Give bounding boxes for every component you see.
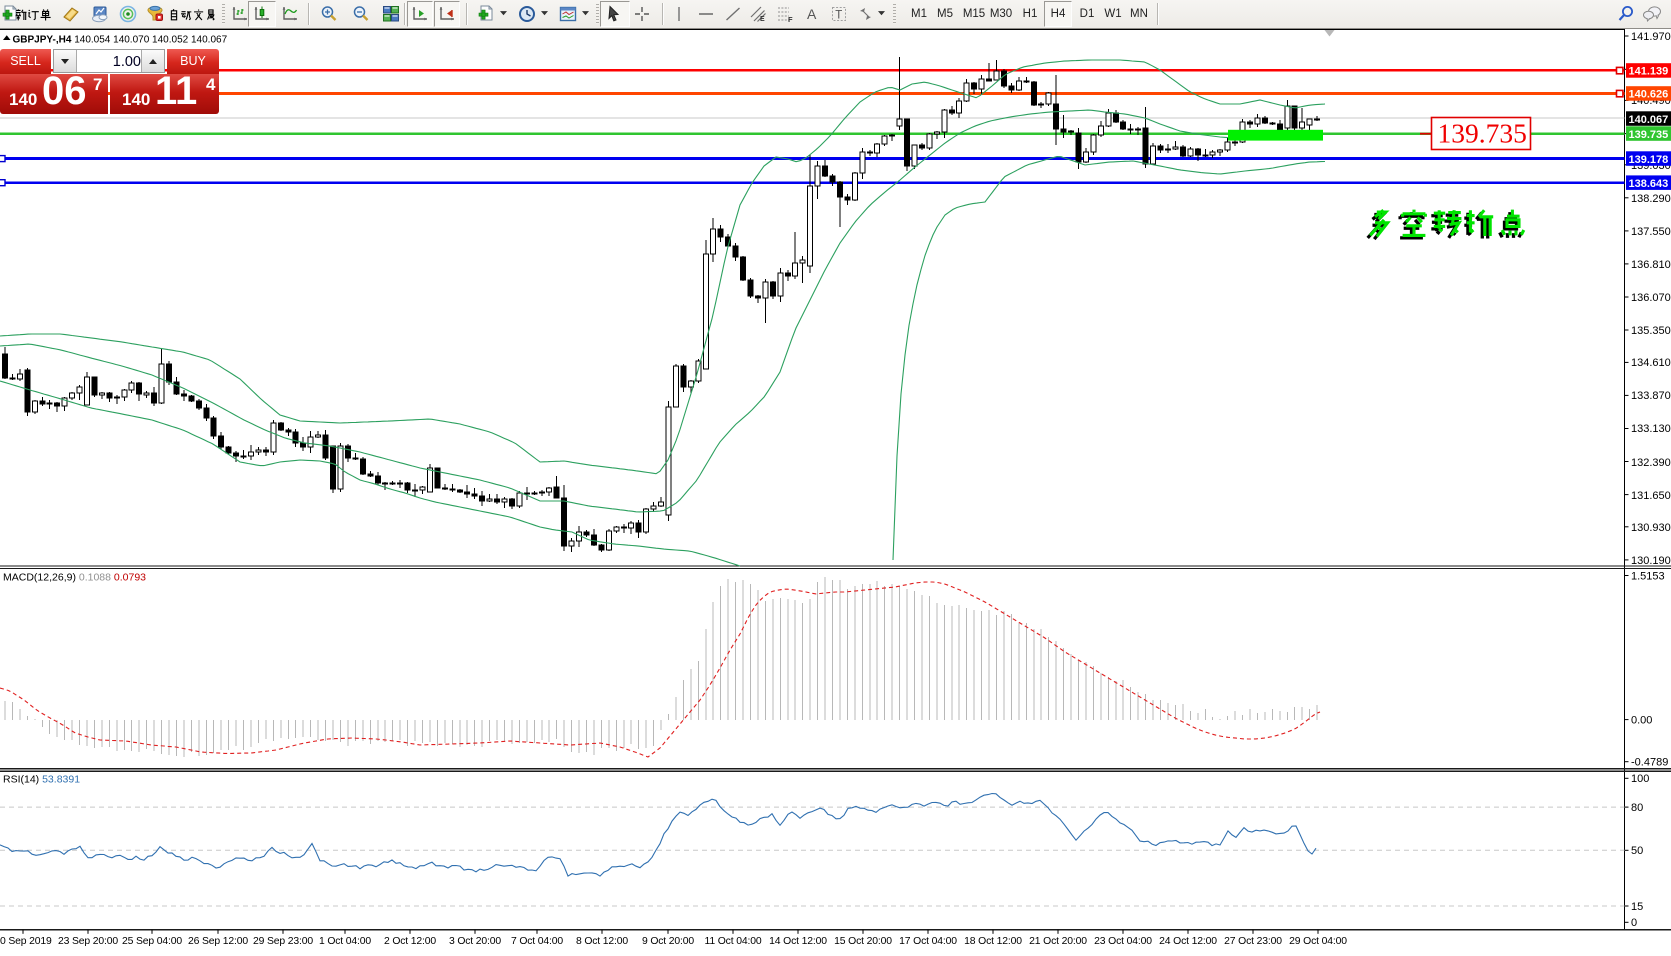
svg-text:50: 50 (1631, 845, 1643, 857)
svg-text:23 Sep 20:00: 23 Sep 20:00 (58, 936, 118, 947)
svg-text:139.735: 139.735 (1438, 118, 1527, 149)
svg-text:15: 15 (1631, 901, 1643, 913)
svg-text:141.139: 141.139 (1629, 66, 1669, 78)
svg-text:140.067: 140.067 (1629, 114, 1669, 126)
svg-text:138.290: 138.290 (1631, 193, 1671, 205)
svg-text:8 Oct 12:00: 8 Oct 12:00 (576, 936, 628, 947)
svg-text:E: E (760, 16, 765, 23)
svg-text:139.178: 139.178 (1629, 154, 1669, 166)
svg-text:29 Sep 23:00: 29 Sep 23:00 (253, 936, 313, 947)
svg-text:20 Sep 2019: 20 Sep 2019 (0, 936, 52, 947)
svg-text:MACD(12,26,9) 0.1088 0.0793: MACD(12,26,9) 0.1088 0.0793 (3, 572, 146, 584)
svg-text:F: F (788, 15, 793, 23)
svg-text:0: 0 (1631, 917, 1637, 929)
svg-text:130.190: 130.190 (1631, 555, 1671, 567)
svg-text:24 Oct 12:00: 24 Oct 12:00 (1159, 936, 1217, 947)
svg-text:9 Oct 20:00: 9 Oct 20:00 (642, 936, 694, 947)
svg-text:134.610: 134.610 (1631, 357, 1671, 369)
svg-text:141.970: 141.970 (1631, 31, 1671, 43)
svg-text:7 Oct 04:00: 7 Oct 04:00 (511, 936, 563, 947)
svg-text:136.070: 136.070 (1631, 292, 1671, 304)
svg-text:21 Oct 20:00: 21 Oct 20:00 (1029, 936, 1087, 947)
svg-text:26 Sep 12:00: 26 Sep 12:00 (188, 936, 248, 947)
svg-text:133.130: 133.130 (1631, 423, 1671, 435)
svg-text:23 Oct 04:00: 23 Oct 04:00 (1094, 936, 1152, 947)
svg-text:139.735: 139.735 (1629, 129, 1669, 141)
svg-text:17 Oct 04:00: 17 Oct 04:00 (899, 936, 957, 947)
svg-text:RSI(14) 53.8391: RSI(14) 53.8391 (3, 774, 80, 786)
svg-text:15 Oct 20:00: 15 Oct 20:00 (834, 936, 892, 947)
svg-text:14 Oct 12:00: 14 Oct 12:00 (769, 936, 827, 947)
svg-text:27 Oct 23:00: 27 Oct 23:00 (1224, 936, 1282, 947)
svg-text:1.5153: 1.5153 (1631, 571, 1665, 583)
svg-text:-0.4789: -0.4789 (1631, 757, 1668, 769)
svg-text:135.350: 135.350 (1631, 325, 1671, 337)
svg-text:25 Sep 04:00: 25 Sep 04:00 (122, 936, 182, 947)
svg-text:131.650: 131.650 (1631, 490, 1671, 502)
svg-text:133.870: 133.870 (1631, 390, 1671, 402)
svg-text:1 Oct 04:00: 1 Oct 04:00 (319, 936, 371, 947)
svg-text:T: T (835, 10, 842, 22)
svg-text:100: 100 (1631, 773, 1649, 785)
svg-text:2 Oct 12:00: 2 Oct 12:00 (384, 936, 436, 947)
svg-text:136.810: 136.810 (1631, 259, 1671, 271)
svg-text:0.00: 0.00 (1631, 715, 1652, 727)
svg-text:GBPJPY-,H4 140.054 140.070 14: GBPJPY-,H4 140.054 140.070 140.052 140.0… (13, 35, 228, 46)
svg-text:3 Oct 20:00: 3 Oct 20:00 (449, 936, 501, 947)
svg-text:80: 80 (1631, 802, 1643, 814)
svg-text:138.643: 138.643 (1629, 178, 1669, 190)
svg-text:137.550: 137.550 (1631, 226, 1671, 238)
svg-text:18 Oct 12:00: 18 Oct 12:00 (964, 936, 1022, 947)
svg-text:132.390: 132.390 (1631, 457, 1671, 469)
svg-text:A: A (807, 6, 817, 22)
svg-text:140.626: 140.626 (1629, 89, 1669, 101)
svg-text:11 Oct 04:00: 11 Oct 04:00 (705, 936, 762, 947)
svg-text:29 Oct 04:00: 29 Oct 04:00 (1289, 936, 1347, 947)
svg-text:130.930: 130.930 (1631, 522, 1671, 534)
